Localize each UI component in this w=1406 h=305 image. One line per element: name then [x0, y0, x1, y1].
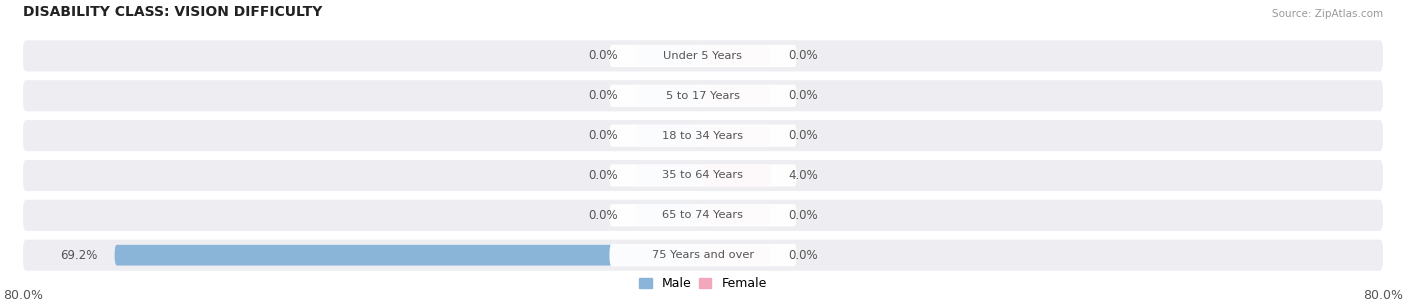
FancyBboxPatch shape — [636, 45, 703, 66]
FancyBboxPatch shape — [636, 85, 703, 106]
FancyBboxPatch shape — [22, 120, 1384, 151]
Text: 18 to 34 Years: 18 to 34 Years — [662, 131, 744, 141]
FancyBboxPatch shape — [609, 124, 797, 147]
FancyBboxPatch shape — [703, 205, 770, 226]
FancyBboxPatch shape — [703, 245, 770, 266]
Text: Source: ZipAtlas.com: Source: ZipAtlas.com — [1272, 9, 1384, 19]
FancyBboxPatch shape — [22, 200, 1384, 231]
FancyBboxPatch shape — [703, 165, 770, 186]
FancyBboxPatch shape — [703, 125, 770, 146]
FancyBboxPatch shape — [636, 165, 703, 186]
Text: 0.0%: 0.0% — [787, 89, 818, 102]
Text: 0.0%: 0.0% — [787, 209, 818, 222]
Text: 0.0%: 0.0% — [787, 249, 818, 262]
Text: 4.0%: 4.0% — [787, 169, 818, 182]
Text: 75 Years and over: 75 Years and over — [652, 250, 754, 260]
Text: Under 5 Years: Under 5 Years — [664, 51, 742, 61]
Text: 0.0%: 0.0% — [588, 49, 619, 63]
Legend: Male, Female: Male, Female — [640, 277, 766, 290]
FancyBboxPatch shape — [703, 45, 770, 66]
Text: 0.0%: 0.0% — [588, 209, 619, 222]
FancyBboxPatch shape — [636, 205, 703, 226]
FancyBboxPatch shape — [609, 164, 797, 187]
Text: 0.0%: 0.0% — [787, 129, 818, 142]
FancyBboxPatch shape — [609, 84, 797, 107]
FancyBboxPatch shape — [609, 244, 797, 266]
Text: 69.2%: 69.2% — [60, 249, 97, 262]
Text: 0.0%: 0.0% — [588, 129, 619, 142]
Text: 0.0%: 0.0% — [588, 169, 619, 182]
FancyBboxPatch shape — [22, 40, 1384, 71]
FancyBboxPatch shape — [22, 240, 1384, 271]
FancyBboxPatch shape — [22, 80, 1384, 111]
FancyBboxPatch shape — [115, 245, 703, 266]
Text: 0.0%: 0.0% — [588, 89, 619, 102]
FancyBboxPatch shape — [636, 125, 703, 146]
FancyBboxPatch shape — [609, 45, 797, 67]
Text: 35 to 64 Years: 35 to 64 Years — [662, 170, 744, 181]
FancyBboxPatch shape — [703, 85, 770, 106]
Text: 0.0%: 0.0% — [787, 49, 818, 63]
FancyBboxPatch shape — [22, 160, 1384, 191]
Text: DISABILITY CLASS: VISION DIFFICULTY: DISABILITY CLASS: VISION DIFFICULTY — [22, 5, 322, 19]
Text: 5 to 17 Years: 5 to 17 Years — [666, 91, 740, 101]
FancyBboxPatch shape — [609, 204, 797, 227]
Text: 65 to 74 Years: 65 to 74 Years — [662, 210, 744, 220]
